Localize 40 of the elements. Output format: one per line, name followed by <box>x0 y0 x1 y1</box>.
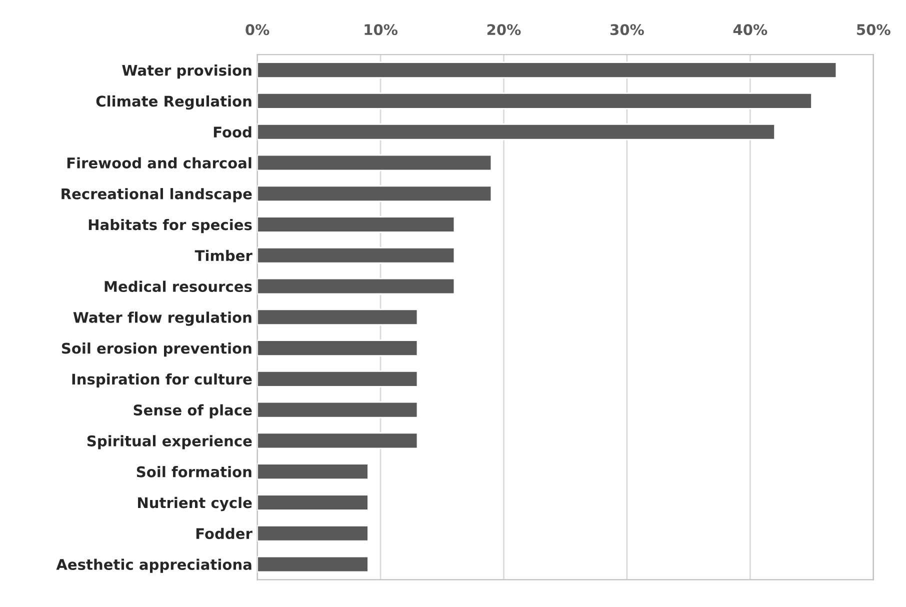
y-tick-label: Climate Regulation <box>96 95 252 110</box>
y-tick-label: Timber <box>194 250 252 262</box>
bar <box>257 370 418 388</box>
y-tick-label: Fodder <box>196 528 252 540</box>
y-tick-label: Habitats for species <box>88 218 252 234</box>
x-tick-label: 0% <box>246 24 270 36</box>
bar <box>257 123 776 140</box>
bar <box>257 524 369 542</box>
bar <box>257 308 418 326</box>
y-tick-label: Recreational landscape <box>62 188 252 202</box>
x-tick-label: 20% <box>487 24 521 36</box>
y-tick-label: Spiritual experience <box>87 435 252 450</box>
y-tick-label: Water provision <box>122 64 252 79</box>
bar <box>257 340 418 356</box>
bar <box>257 463 369 480</box>
bar <box>257 556 369 573</box>
x-tick-label: 50% <box>857 24 890 36</box>
y-tick-label: Soil erosion prevention <box>62 342 252 357</box>
y-tick-label: Soil formation <box>136 466 252 478</box>
y-tick-label: Medical resources <box>104 280 252 292</box>
bar <box>257 401 418 418</box>
x-tick-label: 30% <box>610 24 644 36</box>
bar <box>257 246 456 264</box>
y-tick-label: Inspiration for culture <box>72 373 252 388</box>
y-tick-label: Food <box>214 126 252 138</box>
bar <box>257 216 456 233</box>
y-tick-label: Nutrient cycle <box>138 496 252 512</box>
bar <box>257 494 369 511</box>
y-tick-label: Sense of place <box>134 404 252 418</box>
x-tick-label: 10% <box>364 24 398 36</box>
bar <box>257 432 418 450</box>
bar <box>257 62 838 78</box>
bar <box>257 278 456 295</box>
bar <box>257 92 812 110</box>
bar <box>257 154 492 172</box>
y-tick-label: Firewood and charcoal <box>67 157 252 168</box>
y-tick-label: Water flow regulation <box>73 312 252 326</box>
y-tick-label: Aesthetic appreciationa <box>56 558 252 573</box>
x-tick-label: 40% <box>733 24 768 36</box>
bar <box>257 185 492 202</box>
